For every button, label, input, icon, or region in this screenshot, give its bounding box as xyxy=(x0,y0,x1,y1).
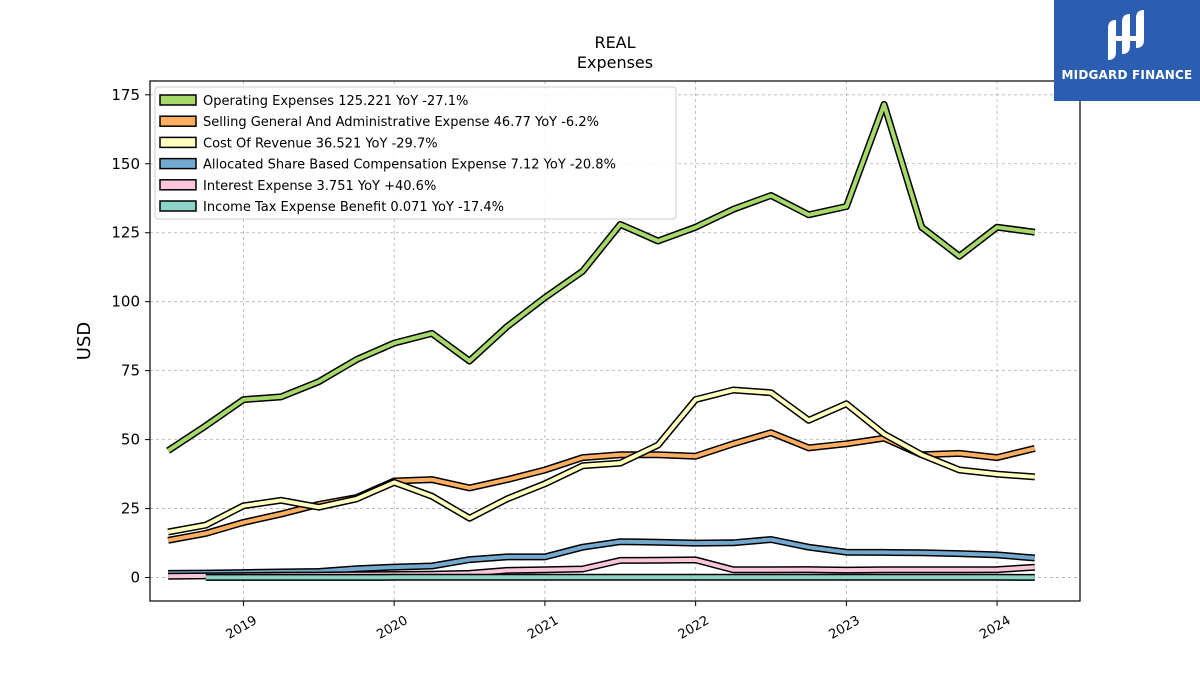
series-0 xyxy=(166,100,1036,454)
chart-title: REAL xyxy=(594,33,635,52)
legend-box xyxy=(154,86,677,220)
y-tick-label: 150 xyxy=(111,155,140,173)
y-tick-label: 50 xyxy=(121,431,140,449)
x-tick-label: 2021 xyxy=(525,613,561,643)
x-tick-label: 2019 xyxy=(224,613,260,643)
plot-frame xyxy=(149,80,1081,602)
legend-entry: Allocated Share Based Compensation Expen… xyxy=(203,158,616,173)
legend-swatch xyxy=(159,179,197,191)
series-4 xyxy=(168,556,1036,580)
legend-entry: Cost Of Revenue 36.521 YoY -29.7% xyxy=(203,136,438,151)
x-tick-label: 2022 xyxy=(676,613,712,643)
x-tick-label: 2023 xyxy=(827,613,863,643)
legend-entry: Operating Expenses 125.221 YoY -27.1% xyxy=(203,94,468,109)
y-axis-label: USD xyxy=(74,322,95,360)
y-tick-label: 75 xyxy=(121,362,140,380)
brand-name: MIDGARD FINANCE xyxy=(1061,68,1193,82)
series-3 xyxy=(168,536,1036,577)
legend: Operating Expenses 125.221 YoY -27.1% Sel… xyxy=(154,86,677,220)
legend-swatch xyxy=(159,94,197,106)
y-tick-label: 175 xyxy=(111,86,140,104)
legend-swatch xyxy=(159,157,197,170)
brand-logo: MIDGARD FINANCE xyxy=(1054,0,1200,101)
midgard-logo-icon xyxy=(1108,10,1144,60)
y-tick-label: 25 xyxy=(121,500,140,518)
series-line xyxy=(168,537,1035,576)
series-layer xyxy=(166,100,1036,581)
x-tick-label: 2020 xyxy=(374,613,410,643)
legend-entry: Selling General And Administrative Expen… xyxy=(203,115,599,130)
legend-swatch xyxy=(159,115,197,127)
legend-swatch xyxy=(159,136,197,149)
y-tick-label: 125 xyxy=(111,224,140,242)
series-line xyxy=(167,388,1035,534)
series-line xyxy=(166,102,1036,453)
legend-entry: Income Tax Expense Benefit 0.071 YoY -17… xyxy=(203,200,504,215)
legend-swatch xyxy=(159,200,197,212)
x-tick-label: 2024 xyxy=(977,613,1013,643)
chart-subtitle: Expenses xyxy=(577,53,653,72)
y-tick-label: 100 xyxy=(111,293,140,311)
legend-entry: Interest Expense 3.751 YoY +40.6% xyxy=(203,179,436,194)
y-tick-label: 0 xyxy=(130,569,140,587)
series-2 xyxy=(167,386,1036,536)
